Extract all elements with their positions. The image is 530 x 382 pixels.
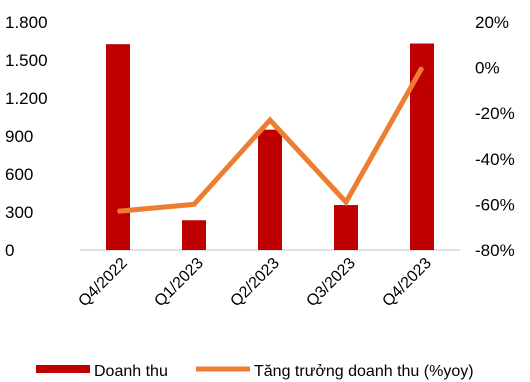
- growth-line-layer: [117, 66, 425, 214]
- right-tick-label: -40%: [475, 150, 515, 169]
- category-label: Q1/2023: [151, 255, 206, 310]
- left-tick-label: 300: [5, 203, 33, 222]
- revenue-bars: [106, 43, 434, 251]
- left-tick-label: 600: [5, 165, 33, 184]
- category-label: Q3/2023: [303, 255, 358, 310]
- revenue-bar: [182, 220, 206, 250]
- left-tick-label: 1.500: [5, 51, 48, 70]
- left-tick-label: 900: [5, 127, 33, 146]
- left-axis: 0 300 600 900 1.200 1.500 1.800: [5, 13, 48, 260]
- right-axis: -80% -60% -40% -20% 0% 20%: [475, 13, 515, 260]
- right-tick-label: -80%: [475, 241, 515, 260]
- left-tick-label: 1.800: [5, 13, 48, 32]
- right-tick-label: -20%: [475, 104, 515, 123]
- category-label: Q4/2022: [75, 255, 130, 310]
- right-tick-label: 0%: [475, 59, 500, 78]
- growth-point: [421, 66, 423, 69]
- legend-label-growth: Tăng trưởng doanh thu (%yoy): [254, 363, 474, 380]
- category-labels: Q4/2022 Q1/2023 Q2/2023 Q3/2023 Q4/2023: [75, 255, 434, 310]
- revenue-bar: [334, 205, 358, 250]
- revenue-bar: [258, 129, 282, 250]
- growth-point: [193, 203, 195, 206]
- left-tick-label: 1.200: [5, 89, 48, 108]
- growth-point: [117, 210, 119, 213]
- revenue-bar: [410, 43, 434, 251]
- legend-label-revenue: Doanh thu: [94, 363, 168, 380]
- category-label: Q2/2023: [227, 255, 282, 310]
- legend: Doanh thu Tăng trưởng doanh thu (%yoy): [36, 363, 474, 380]
- growth-point: [269, 119, 271, 122]
- legend-swatch-revenue: [36, 365, 90, 373]
- growth-point: [345, 201, 347, 204]
- right-tick-label: 20%: [475, 13, 509, 32]
- right-tick-label: -60%: [475, 195, 515, 214]
- category-label: Q4/2023: [379, 255, 434, 310]
- left-tick-label: 0: [5, 241, 14, 260]
- revenue-bar: [106, 44, 130, 250]
